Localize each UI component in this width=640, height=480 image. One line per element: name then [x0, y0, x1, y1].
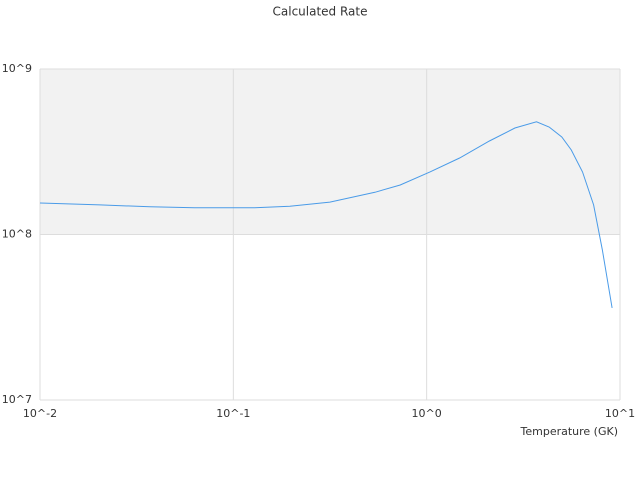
data-line — [39, 121, 613, 308]
x-axis-label: Temperature (GK) — [520, 425, 619, 438]
grid-band — [40, 69, 620, 235]
y-tick-label: 10^7 — [2, 393, 32, 406]
y-tick-label: 10^9 — [2, 62, 32, 75]
x-tick-label: 10^0 — [412, 407, 442, 420]
chart-title: Calculated Rate — [273, 5, 368, 19]
x-tick-label: 10^-2 — [23, 407, 57, 420]
x-tick-label: 10^-1 — [216, 407, 250, 420]
y-tick-label: 10^8 — [2, 228, 32, 241]
x-tick-label: 10^1 — [605, 407, 635, 420]
